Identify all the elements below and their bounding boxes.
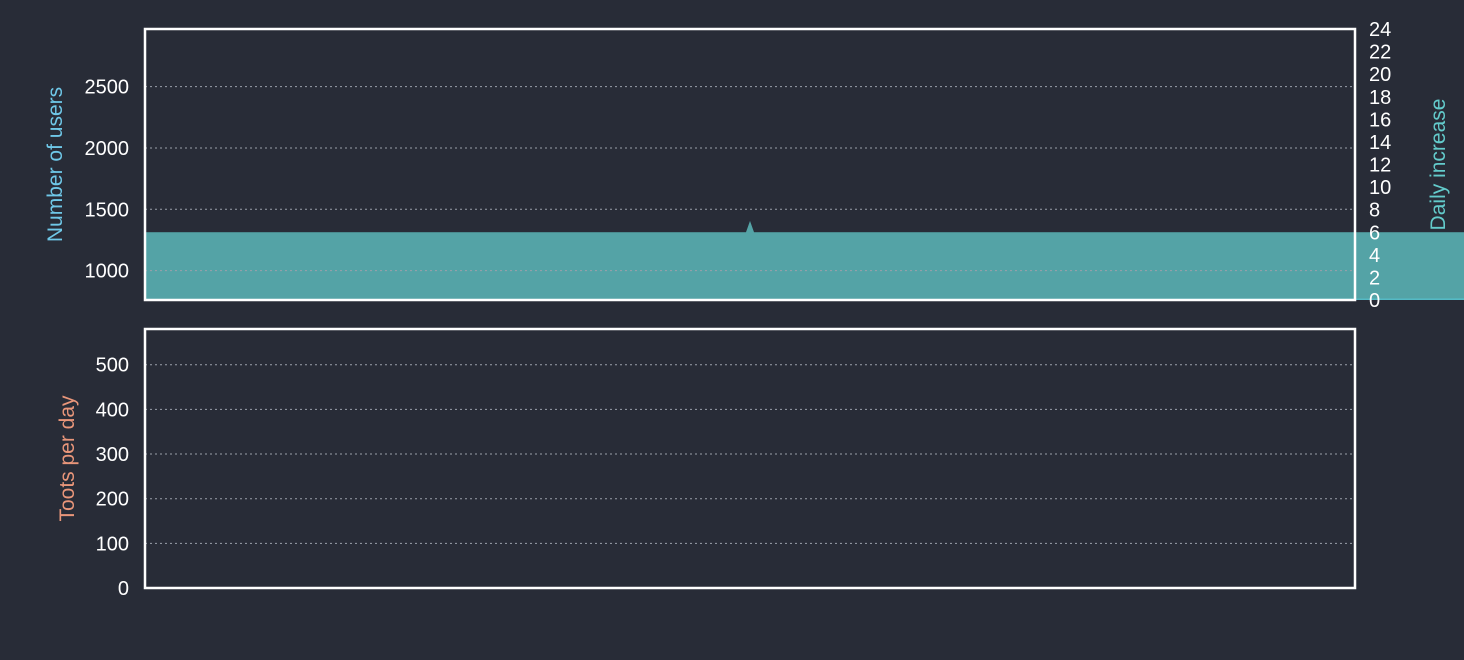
- toots-tick-label: 200: [96, 489, 129, 511]
- toots-tick-label: 0: [118, 578, 129, 600]
- users-panel: 1000150020002500024681012141618202224Num…: [44, 19, 1464, 312]
- daily-increase-area: [145, 221, 1464, 300]
- users-tick-label: 2500: [85, 77, 130, 99]
- users-tick-label: 1500: [85, 199, 130, 221]
- daily-tick-label: 16: [1369, 109, 1391, 131]
- toots-tick-label: 400: [96, 399, 129, 421]
- daily-tick-label: 6: [1369, 222, 1380, 244]
- daily-tick-label: 24: [1369, 19, 1391, 41]
- toots-tick-label: 500: [96, 355, 129, 377]
- toots-tick-label: 300: [96, 444, 129, 466]
- daily-tick-label: 20: [1369, 64, 1391, 86]
- daily-tick-label: 14: [1369, 132, 1391, 154]
- daily-tick-label: 18: [1369, 87, 1391, 109]
- daily-axis-label: Daily increase: [1427, 99, 1450, 231]
- daily-tick-label: 2: [1369, 267, 1380, 289]
- users-axis-label: Number of users: [44, 87, 67, 242]
- toots-panel: 0 100 200 300 400 500 Toots per day: [56, 327, 1357, 600]
- daily-tick-label: 8: [1369, 200, 1380, 222]
- toots-tick-label: 100: [96, 533, 129, 555]
- daily-increase-area-solid: [145, 221, 1464, 300]
- daily-tick-label: 12: [1369, 155, 1391, 177]
- users-panel-frame: [143, 27, 1357, 302]
- daily-tick-label: 4: [1369, 245, 1380, 267]
- users-tick-label: 1000: [85, 261, 130, 283]
- users-tick-label: 2000: [85, 138, 130, 160]
- toots-panel-frame: [143, 327, 1357, 590]
- daily-tick-label: 10: [1369, 177, 1391, 199]
- daily-tick-label: 0: [1369, 290, 1380, 312]
- toots-axis-label: Toots per day: [56, 395, 79, 522]
- daily-tick-label: 22: [1369, 42, 1391, 64]
